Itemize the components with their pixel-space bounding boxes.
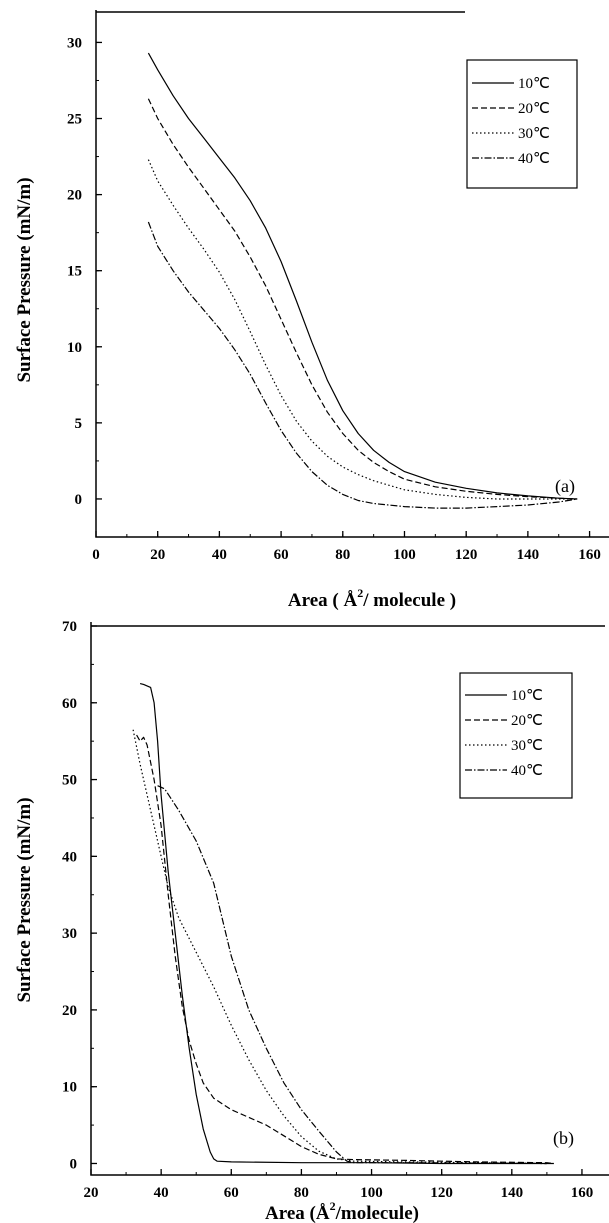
series-line-1 — [147, 52, 578, 500]
x-tick-label: 80 — [294, 1185, 309, 1201]
legend-box — [459, 672, 573, 799]
y-tick-label: 25 — [67, 112, 82, 128]
panel-label: (a) — [555, 476, 575, 497]
legend-label: 30℃ — [518, 126, 550, 142]
y-tick-label: 20 — [67, 188, 82, 204]
y-tick-label: 10 — [67, 340, 82, 356]
x-tick-label: 140 — [517, 547, 540, 563]
series-line-1 — [139, 683, 554, 1165]
x-tick-label: 160 — [578, 547, 601, 563]
y-tick-label: 5 — [75, 416, 83, 432]
series-line-4 — [147, 221, 578, 509]
y-tick-label: 30 — [62, 926, 77, 942]
y-tick-label: 10 — [62, 1080, 77, 1096]
x-tick-label: 100 — [393, 547, 416, 563]
legend-label: 30℃ — [511, 738, 543, 754]
legend-label: 20℃ — [518, 101, 550, 117]
panel-label: (b) — [553, 1128, 574, 1149]
y-tick-label: 0 — [75, 492, 83, 508]
x-tick-label: 60 — [274, 547, 289, 563]
y-tick-label: 20 — [62, 1003, 77, 1019]
chart-panel-b: 20 40 60 80 100 120 140 160 0 10 20 30 40 50 60 70 10℃ 2… — [14, 619, 609, 1223]
legend-label: 40℃ — [518, 151, 550, 167]
legend-label: 20℃ — [511, 713, 543, 729]
x-tick-label: 120 — [455, 547, 478, 563]
x-tick-label: 20 — [150, 547, 165, 563]
x-tick-label: 80 — [335, 547, 350, 563]
legend-label: 10℃ — [511, 688, 543, 704]
series-line-3 — [132, 729, 547, 1165]
x-tick-label: 40 — [212, 547, 227, 563]
legend-label: 40℃ — [511, 763, 543, 779]
x-tick-label: 20 — [84, 1185, 99, 1201]
y-tick-label: 0 — [70, 1156, 78, 1172]
x-tick-label: 60 — [224, 1185, 239, 1201]
y-tick-label: 70 — [62, 619, 77, 635]
y-tick-label: 50 — [62, 773, 77, 789]
legend-box — [466, 59, 578, 189]
x-tick-label: 0 — [92, 547, 100, 563]
x-tick-label: 140 — [501, 1185, 524, 1201]
series-line-4 — [157, 785, 547, 1165]
x-tick-label: 120 — [430, 1185, 453, 1201]
chart-panel-a: 0 20 40 60 80 100 120 140 160 0 5 10 15 20 25 30 10℃ 20℃… — [14, 10, 609, 611]
y-tick-label: 15 — [67, 264, 82, 280]
y-axis-title: Surface Pressure (mN/m) — [14, 177, 35, 382]
series-line-2 — [136, 734, 554, 1165]
x-tick-label: 100 — [360, 1185, 383, 1201]
x-tick-label: 40 — [154, 1185, 169, 1201]
x-tick-label: 160 — [571, 1185, 594, 1201]
series-line-3 — [147, 159, 578, 500]
series-line-2 — [147, 98, 578, 500]
y-axis-title: Surface Pressure (mN/m) — [14, 797, 35, 1002]
legend-label: 10℃ — [518, 76, 550, 92]
y-tick-label: 30 — [67, 35, 82, 51]
y-tick-label: 40 — [62, 849, 77, 865]
x-axis-title: Area (Å2/molecule) — [265, 1199, 419, 1223]
x-axis-title: Area ( Å2/ molecule ) — [288, 586, 456, 611]
y-tick-label: 60 — [62, 696, 77, 712]
